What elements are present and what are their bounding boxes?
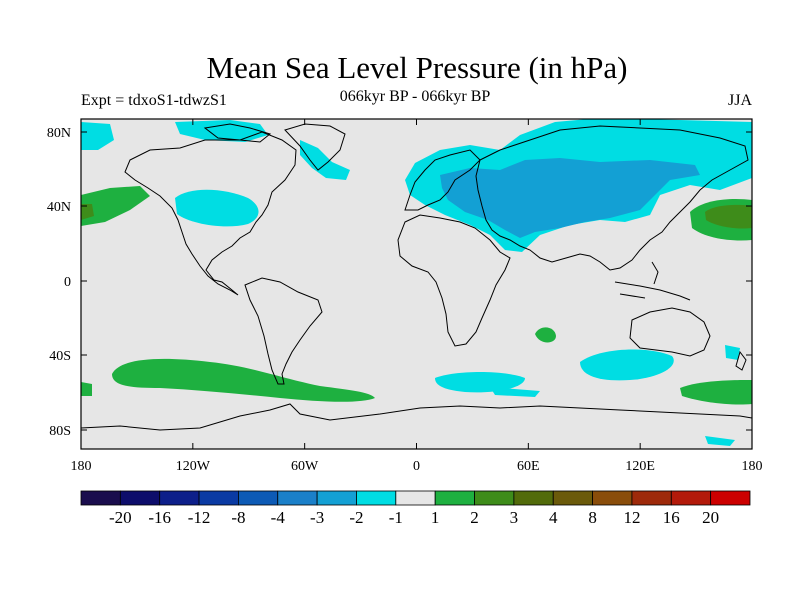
central-asia-low	[440, 158, 700, 238]
colorbar-swatch	[710, 490, 751, 506]
south-atlantic-low	[435, 372, 525, 393]
coast-new-zealand	[735, 350, 747, 371]
lon-label: 180	[71, 459, 92, 474]
colorbar-swatch	[631, 490, 672, 506]
colorbar-label: -3	[310, 508, 324, 527]
coast-south-america	[244, 277, 323, 385]
colorbar-label: -16	[148, 508, 171, 527]
colorbar-swatch	[198, 490, 239, 506]
strong-negative-regions	[440, 158, 700, 238]
colorbar-swatch	[513, 490, 554, 506]
lat-label: 0	[64, 275, 71, 290]
coastlines	[81, 123, 752, 431]
coast-asia	[475, 125, 749, 271]
south-pacific-high	[112, 358, 375, 402]
colorbar-label: -2	[349, 508, 363, 527]
colorbar-label: 3	[510, 508, 519, 527]
colorbar-swatch	[316, 490, 357, 506]
arctic-low-central	[175, 120, 268, 142]
indian-ocean-high	[535, 327, 556, 343]
coast-greenland	[284, 123, 346, 171]
southeast-pacific-high	[680, 380, 752, 405]
colorbar-label: 1	[431, 508, 440, 527]
colorbar-swatch	[277, 490, 318, 506]
pressure-field	[81, 119, 752, 449]
strong-positive-regions	[81, 204, 752, 229]
colorbar-label: -4	[271, 508, 286, 527]
coast-antarctica	[81, 403, 752, 431]
colorbar-label: 2	[470, 508, 479, 527]
colorbar-swatch	[159, 490, 200, 506]
season-label: JJA	[727, 92, 752, 109]
greenland-low	[300, 140, 350, 180]
map-title: Mean Sea Level Pressure (in hPa)	[206, 50, 628, 85]
colorbar-swatch	[119, 490, 161, 506]
colorbar-swatch	[670, 490, 712, 506]
colorbar-label: -8	[231, 508, 245, 527]
colorbar-label: 4	[549, 508, 558, 527]
north-atlantic-low	[175, 189, 259, 227]
antarctic-low	[705, 436, 735, 446]
lon-label: 60E	[517, 459, 540, 474]
coast-arctic-islands	[203, 123, 272, 143]
colorbar-label: 12	[623, 508, 640, 527]
colorbar-label: -1	[389, 508, 403, 527]
colorbar-swatch	[474, 490, 515, 506]
experiment-label: Expt = tdxoS1-tdwzS1	[81, 92, 227, 109]
coast-australia	[629, 307, 711, 357]
colorbar: -20 -16 -12 -8 -4 -3 -2 -1 1 2 3 4 8 12 16 20	[80, 490, 751, 527]
north-pacific-core-west	[81, 204, 94, 220]
colorbar-swatch	[80, 490, 121, 506]
southern-ocean-low	[490, 387, 540, 397]
colorbar-swatch	[356, 490, 397, 506]
north-pacific-core-east	[705, 204, 752, 229]
arctic-low-west	[81, 122, 114, 150]
lat-label: 40S	[49, 349, 71, 364]
high-lat-low-east	[725, 345, 740, 360]
lat-label: 40N	[47, 200, 71, 215]
north-pacific-high-west	[81, 186, 150, 226]
longitude-axis: 180 120W 60W 0 60E 120E 180	[71, 119, 763, 474]
lon-label: 0	[413, 459, 420, 474]
colorbar-swatch	[552, 490, 593, 506]
colorbar-label: 8	[588, 508, 597, 527]
coast-africa	[397, 214, 511, 347]
lon-label: 120W	[176, 459, 211, 474]
lat-label: 80S	[49, 424, 71, 439]
colorbar-swatch	[395, 490, 436, 506]
colorbar-label: 20	[702, 508, 719, 527]
colorbar-swatch	[434, 490, 475, 506]
coast-indonesia	[614, 261, 691, 301]
colorbar-label: -20	[109, 508, 132, 527]
lat-label: 80N	[47, 126, 71, 141]
map-subtitle: 066kyr BP - 066kyr BP	[339, 88, 491, 105]
southern-edge-high	[81, 382, 92, 396]
colorbar-label: -12	[188, 508, 211, 527]
latitude-axis: 80N 40N 0 40S 80S	[47, 126, 752, 439]
colorbar-swatch	[592, 490, 633, 506]
coast-north-america	[124, 131, 297, 296]
south-indian-low	[580, 349, 674, 381]
lon-label: 120E	[625, 459, 655, 474]
colorbar-label: 16	[663, 508, 680, 527]
lon-label: 60W	[291, 459, 319, 474]
lon-label: 180	[742, 459, 763, 474]
colorbar-swatch	[238, 490, 279, 506]
